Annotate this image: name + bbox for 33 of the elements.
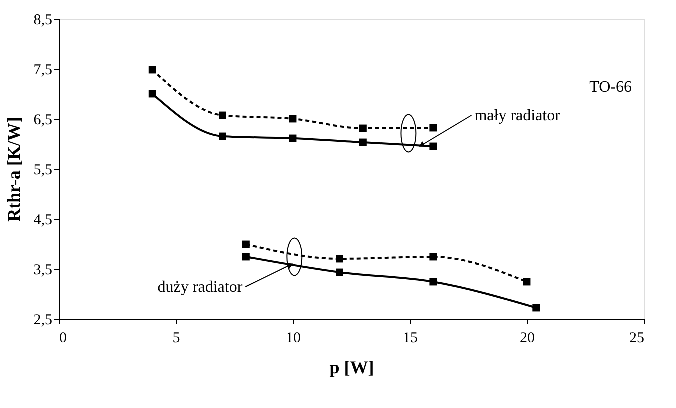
point	[336, 255, 344, 263]
x-tick-label: 0	[60, 330, 67, 346]
point	[430, 253, 438, 261]
y-tick-label: 8,5	[34, 12, 52, 28]
y-tick-label: 3,5	[34, 262, 52, 278]
y-tick-label: 6,5	[34, 112, 52, 128]
annotation: mały radiator	[474, 108, 562, 124]
point	[430, 124, 438, 132]
point	[242, 240, 250, 248]
annotation: duży radiator	[158, 279, 244, 296]
x-axis-title: p [W]	[330, 358, 374, 378]
x-tick-label: 10	[286, 330, 301, 346]
x-tick-label: 15	[403, 330, 418, 346]
x-tick-label: 25	[630, 330, 644, 346]
y-tick-label: 4,5	[34, 212, 52, 228]
point	[148, 66, 156, 74]
point	[219, 132, 227, 140]
point	[359, 138, 367, 146]
y-axis-title: Rthr-a [K/W]	[4, 117, 24, 222]
annotation: TO-66	[590, 79, 632, 96]
point	[336, 268, 344, 276]
x-tick-label: 5	[172, 330, 180, 346]
point	[219, 112, 227, 120]
y-tick-label: 2,5	[34, 312, 52, 328]
point	[430, 278, 438, 286]
point	[430, 142, 438, 150]
point	[148, 90, 156, 98]
point	[359, 124, 367, 132]
point	[242, 253, 250, 261]
y-tick-label: 7,5	[34, 62, 52, 78]
point	[532, 304, 540, 312]
y-tick-label: 5,5	[34, 162, 52, 178]
x-tick-label: 20	[520, 330, 535, 346]
